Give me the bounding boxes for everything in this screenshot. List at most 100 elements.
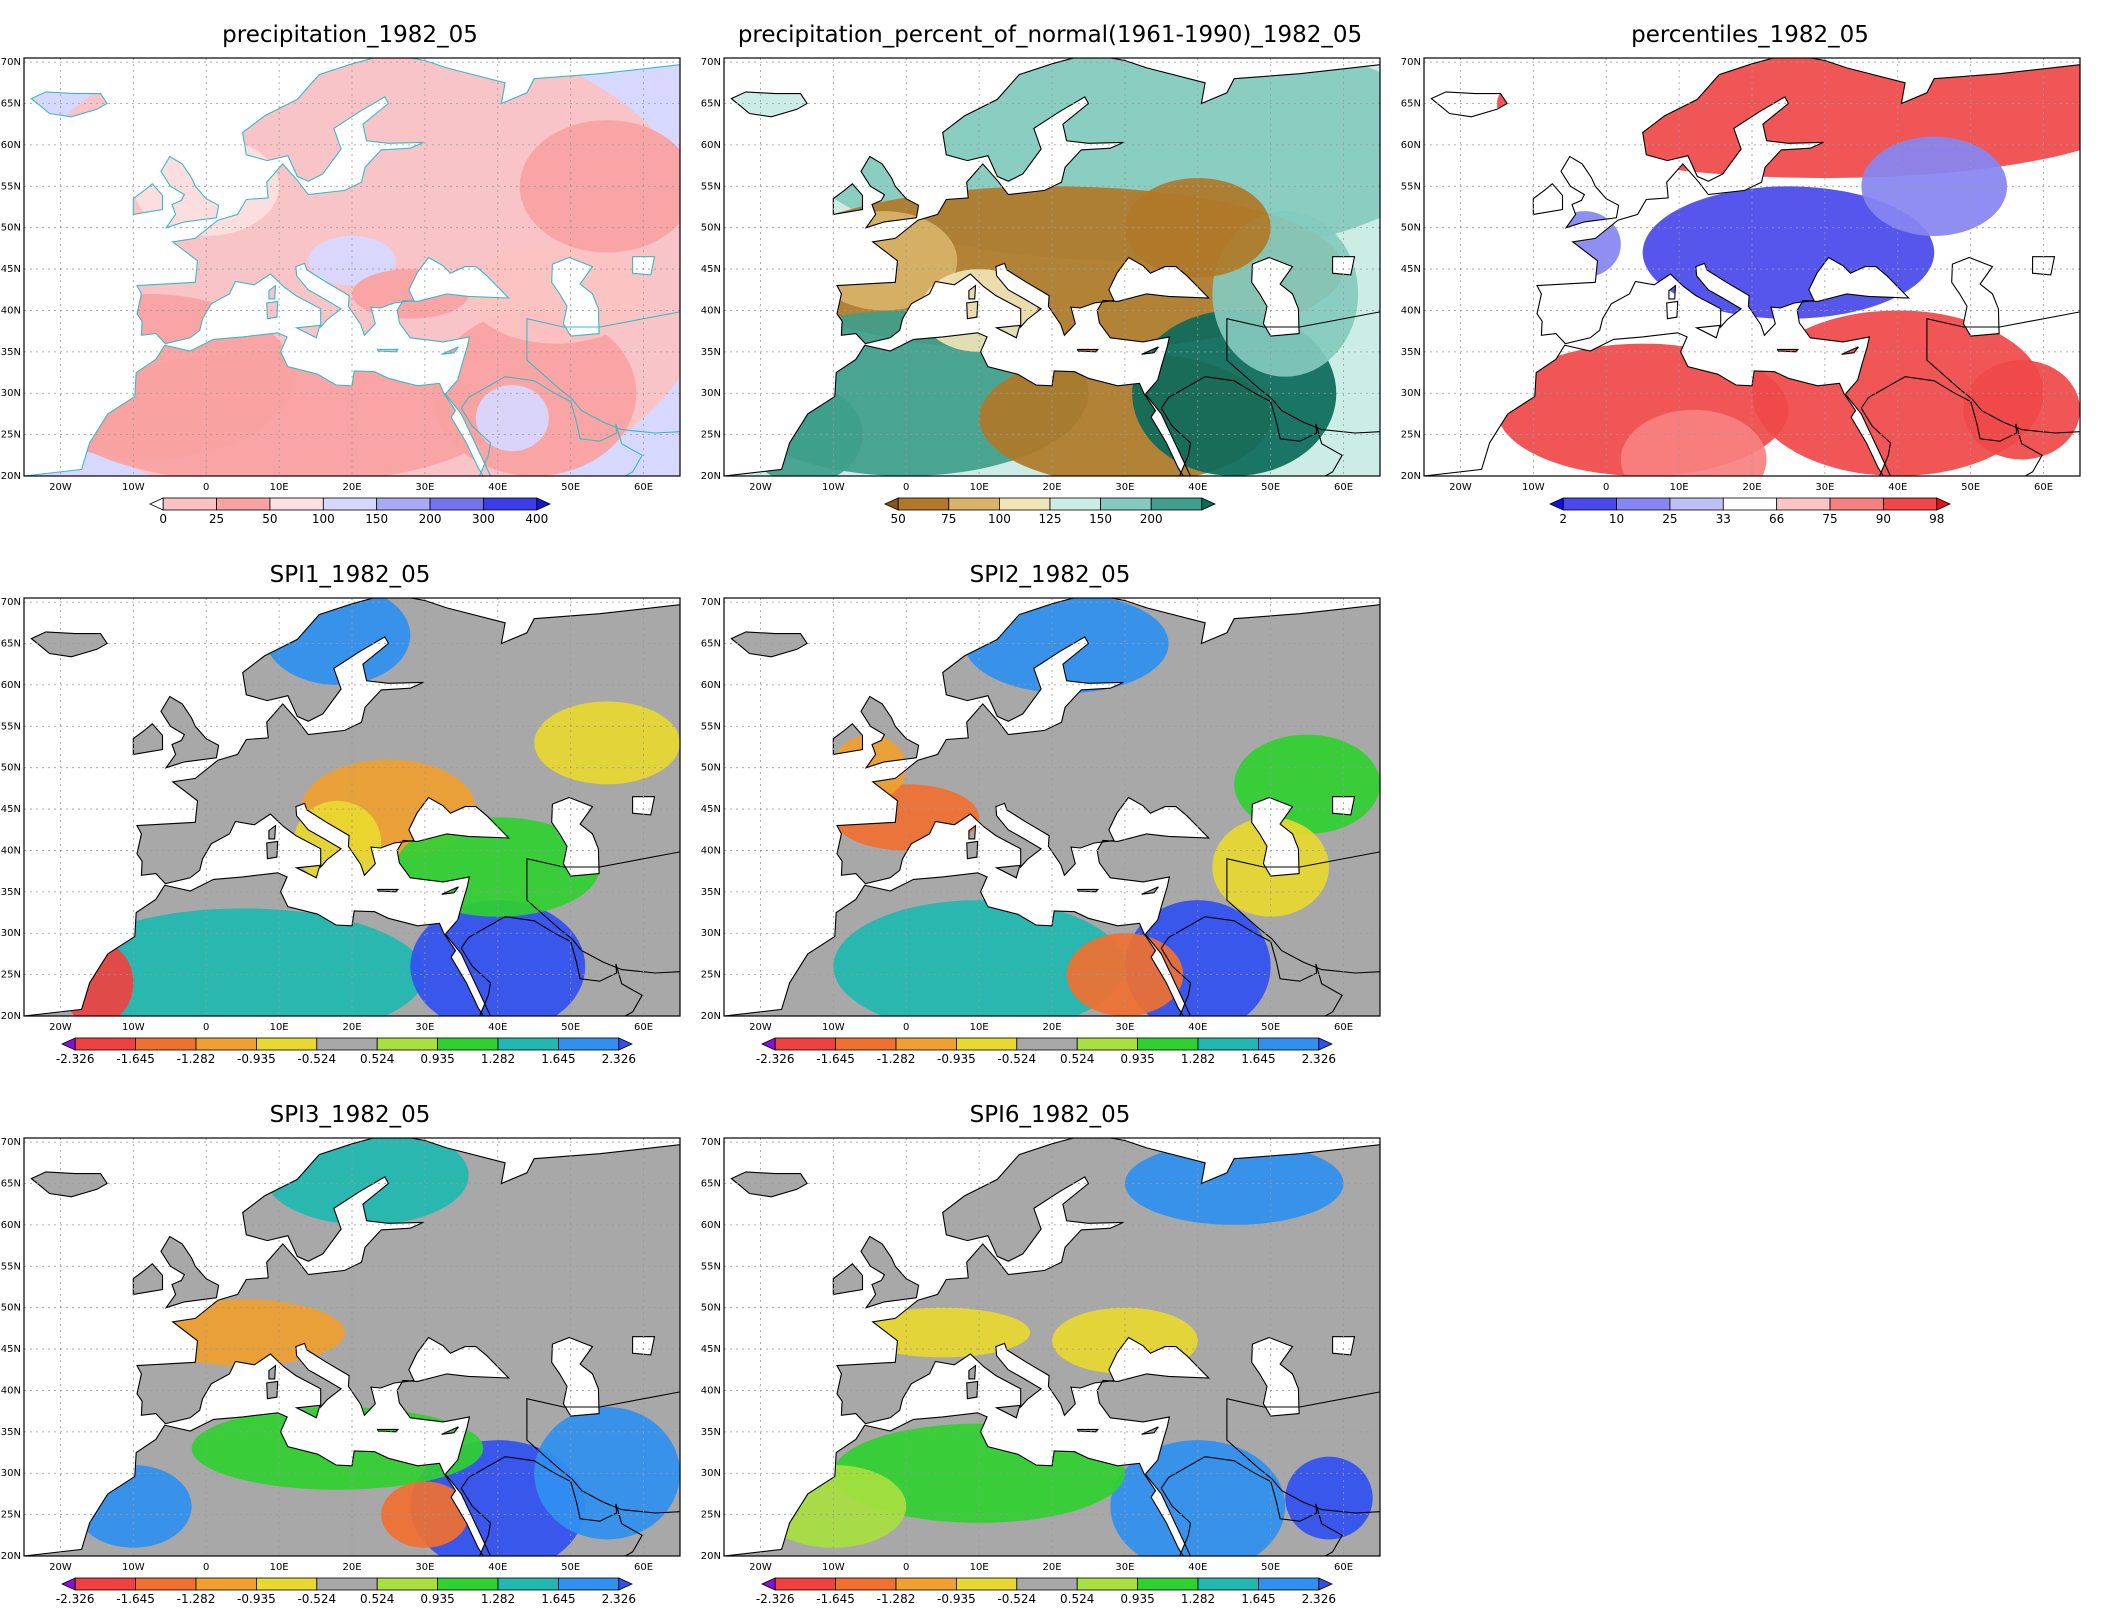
colorbar-label: 200 (419, 512, 442, 526)
coastline-sicily (294, 864, 321, 879)
coastline-caspian (1251, 1336, 1300, 1417)
colorbar-swatch (162, 497, 217, 511)
colorbar-swatch (955, 1577, 1018, 1591)
sea-caspian (1251, 257, 1300, 337)
colorbar-max-arrow (536, 497, 551, 511)
colorbar-swatch (1722, 497, 1778, 511)
colorbar-label: 2.326 (1302, 1052, 1336, 1066)
lon-tick-label: 0 (903, 1562, 909, 1573)
colorbar-swatch (558, 1037, 620, 1051)
colorbar-label: 1.282 (481, 1592, 515, 1606)
colorbar-label: 150 (1089, 512, 1112, 526)
colorbar-label: -0.935 (237, 1592, 276, 1606)
colorbar-min-arrow (149, 497, 164, 511)
lon-tick-label: 60E (634, 482, 653, 493)
coastline-sicily (294, 324, 321, 339)
colorbar-label: 100 (988, 512, 1011, 526)
sea-caspian (551, 797, 600, 877)
lon-tick-label: 30E (1115, 1022, 1134, 1033)
lat-tick-label: 65N (1401, 99, 1421, 110)
lat-tick-label: 45N (1, 804, 21, 815)
lat-tick-label: 55N (1, 181, 21, 192)
lon-tick-label: 20W (1449, 482, 1472, 493)
colorbar-label: 0.524 (360, 1052, 394, 1066)
lat-tick-label: 70N (1401, 57, 1421, 68)
colorbar-swatch (1100, 497, 1152, 511)
lon-tick-label: 40E (488, 1562, 507, 1573)
coastline-sardinia (266, 1380, 279, 1400)
colorbar-label: 2.326 (1302, 1592, 1336, 1606)
map-figure: 70N 65N 60N 55N 50N 45N 40N 35N 30N 25N 20N 20W 10W 0… (701, 597, 1381, 1066)
coastline-europe (136, 598, 680, 1016)
colorbar: -2.326 -1.645 -1.282 -0.935 -0.524 0.524 0.935… (756, 1037, 1336, 1066)
coastline-corsica (968, 1364, 977, 1380)
colorbar-swatch (195, 1577, 257, 1591)
lat-tick-label: 55N (701, 181, 721, 192)
lat-tick-label: 30N (1, 928, 21, 939)
coastline-caspian (551, 256, 600, 337)
colorbar-swatch (948, 497, 1000, 511)
coastline-arabia (1160, 916, 1343, 1016)
lat-tick-label: 60N (701, 680, 721, 691)
lon-tick-label: 40E (1188, 1022, 1207, 1033)
colorbar-label: 25 (209, 512, 224, 526)
lon-tick-label: 0 (203, 1562, 209, 1573)
lon-tick-label: 40E (1888, 482, 1907, 493)
lon-tick-label: 10W (822, 1562, 845, 1573)
lat-tick-label: 20N (1, 471, 21, 482)
coastline-aral (632, 796, 656, 816)
coastline-ireland (832, 723, 864, 756)
sea-caspian (551, 1337, 600, 1417)
lat-tick-label: 65N (1, 639, 21, 650)
lat-tick-label: 35N (701, 347, 721, 358)
colorbar-label: 1.282 (1181, 1592, 1215, 1606)
map-frame (23, 57, 681, 477)
lat-tick-label: 70N (1, 597, 21, 608)
coastline-iceland (730, 91, 808, 118)
lat-tick-label: 30N (1, 388, 21, 399)
lat-tick-label: 50N (1401, 223, 1421, 234)
lon-tick-label: 40E (488, 1022, 507, 1033)
lat-tick-label: 20N (701, 471, 721, 482)
colorbar-label: 1.645 (1241, 1592, 1275, 1606)
panel-title: precipitation_percent_of_normal(1961-199… (737, 22, 1363, 48)
lat-tick-label: 25N (1, 970, 21, 981)
coastline-sicily (1694, 324, 1721, 339)
colorbar-swatch (269, 497, 324, 511)
panel-title: SPI6_1982_05 (969, 1102, 1131, 1128)
colorbar-swatch (376, 497, 431, 511)
sea-aral (632, 796, 655, 815)
lon-tick-label: 50E (1261, 482, 1280, 493)
lon-tick-label: 20W (749, 1562, 772, 1573)
coastline-crete (1076, 348, 1100, 353)
coastline-ireland (832, 183, 864, 216)
sea-aral (1332, 1336, 1355, 1355)
colorbar-max-arrow (1936, 497, 1951, 511)
colorbar-max-arrow (618, 1037, 633, 1051)
colorbar-swatch (1137, 1577, 1199, 1591)
colorbar-min-arrow (61, 1577, 76, 1591)
lon-tick-label: 50E (561, 482, 580, 493)
colorbar-swatch (774, 1577, 836, 1591)
coastline-persia (1926, 311, 2080, 434)
coastline-corsica (1668, 284, 1677, 300)
colorbar-label: 98 (1929, 512, 1944, 526)
lon-tick-label: 20W (749, 1022, 772, 1033)
sea-caspian (551, 257, 600, 337)
colorbar-swatch (322, 497, 378, 511)
lon-tick-label: 20E (342, 482, 361, 493)
lat-tick-label: 25N (1401, 430, 1421, 441)
lat-tick-label: 35N (701, 887, 721, 898)
colorbar-swatch (255, 1037, 318, 1051)
colorbar-swatch (135, 1037, 197, 1051)
coastline-ireland (132, 183, 164, 216)
coastline-sicily (994, 1404, 1021, 1419)
lat-tick-label: 50N (1, 223, 21, 234)
panel-title: percentiles_1982_05 (1631, 22, 1869, 48)
coastline-corsica (968, 284, 977, 300)
lat-tick-label: 45N (701, 804, 721, 815)
lat-tick-label: 55N (701, 721, 721, 732)
lat-tick-label: 65N (701, 639, 721, 650)
colorbar-label: -2.326 (756, 1052, 795, 1066)
colorbar-label: -2.326 (756, 1592, 795, 1606)
